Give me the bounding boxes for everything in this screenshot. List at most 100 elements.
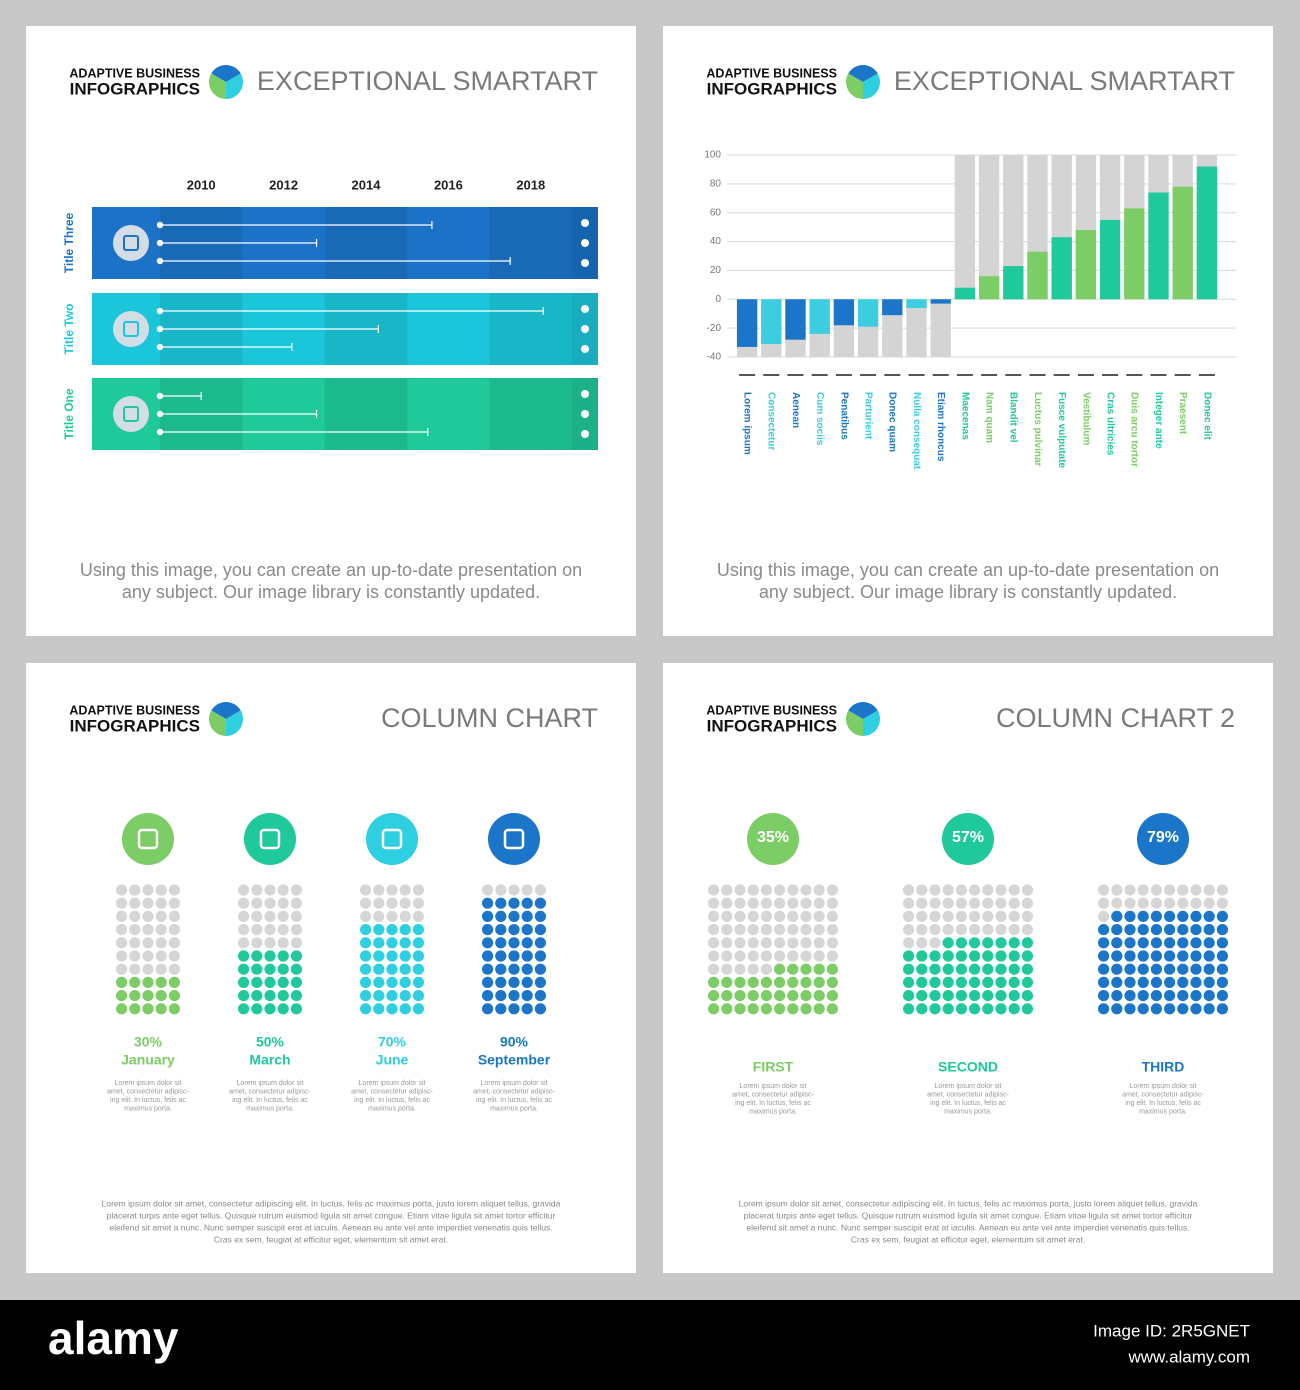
value-label: 50% bbox=[256, 1034, 285, 1050]
waffle-empty bbox=[116, 963, 128, 975]
waffle-dot bbox=[1177, 950, 1189, 962]
waffle-dot bbox=[1203, 976, 1215, 989]
value-label: 35% bbox=[757, 829, 789, 846]
waffle-dot bbox=[495, 924, 507, 936]
side-icon bbox=[581, 345, 589, 353]
waffle-empty bbox=[264, 884, 276, 896]
waffle-empty bbox=[916, 937, 928, 949]
waffle-dot bbox=[774, 990, 786, 1002]
waffle-empty bbox=[412, 884, 424, 896]
bar bbox=[1051, 237, 1072, 300]
waffle-dot bbox=[1216, 910, 1228, 923]
paragraph: Cras ex sem, feugiat at efficitur eget, … bbox=[851, 1234, 1085, 1244]
waffle-empty bbox=[903, 937, 915, 949]
waffle-dot bbox=[482, 963, 494, 975]
waffle-dot bbox=[1150, 963, 1162, 975]
waffle-dot bbox=[1098, 924, 1110, 936]
waffle-dot bbox=[534, 963, 547, 975]
waffle-dot bbox=[760, 1003, 773, 1015]
x-tick-label: Luctus pulvinar bbox=[1032, 392, 1043, 467]
waffle-dot bbox=[482, 924, 494, 936]
badge bbox=[122, 813, 174, 865]
waffle-dot bbox=[1124, 963, 1136, 975]
waffle-dot bbox=[774, 963, 786, 975]
waffle-dot bbox=[982, 963, 994, 975]
waffle-dot bbox=[482, 910, 494, 923]
range-start bbox=[156, 257, 164, 265]
icon-circle bbox=[113, 396, 149, 432]
waffle-dot bbox=[1216, 990, 1228, 1002]
waffle-empty bbox=[826, 884, 839, 896]
waffle-dot bbox=[508, 924, 520, 936]
waffle-empty bbox=[1150, 884, 1162, 896]
waffle-dot bbox=[929, 990, 941, 1002]
waffle-empty bbox=[708, 910, 720, 923]
x-tick-label: Cras ultricies bbox=[1104, 392, 1115, 456]
waffle-dot bbox=[238, 990, 250, 1002]
waffle-dot bbox=[373, 937, 385, 949]
waffle-dot bbox=[787, 990, 799, 1002]
waffle-dot bbox=[1150, 910, 1162, 923]
waffle-dot bbox=[1098, 976, 1110, 989]
waffle-dot bbox=[399, 990, 411, 1002]
waffle-dot bbox=[760, 990, 773, 1002]
waffle-empty bbox=[760, 963, 773, 975]
value-label: 79% bbox=[1147, 829, 1179, 846]
waffle-dot bbox=[495, 897, 507, 909]
waffle-dot bbox=[521, 963, 533, 975]
waffle-dot bbox=[903, 1003, 915, 1015]
range-start bbox=[156, 307, 164, 315]
bar bbox=[1172, 186, 1193, 300]
waffle-empty bbox=[787, 937, 799, 949]
x-tick-label: Donec elit bbox=[1201, 392, 1212, 440]
waffle-dot bbox=[1190, 1003, 1202, 1015]
category-label: September bbox=[478, 1052, 551, 1068]
waffle-dot bbox=[360, 963, 372, 975]
brand-line: INFOGRAPHICS bbox=[70, 79, 200, 98]
waffle-empty bbox=[995, 924, 1007, 936]
waffle-empty bbox=[129, 937, 141, 949]
waffle-empty bbox=[264, 924, 276, 936]
icon-glyph bbox=[123, 406, 139, 422]
waffle-empty bbox=[1008, 910, 1020, 923]
paragraph: Lorem ipsum dolor sit amet, consectetur … bbox=[739, 1198, 1198, 1208]
waffle-dot bbox=[982, 990, 994, 1002]
waffle-dot bbox=[1137, 990, 1149, 1002]
waffle-empty bbox=[929, 937, 941, 949]
category-label: March bbox=[249, 1052, 290, 1068]
waffle-empty bbox=[813, 924, 825, 936]
waffle-empty bbox=[168, 884, 180, 896]
waffle-dot bbox=[1150, 924, 1162, 936]
waffle-dot bbox=[534, 1003, 547, 1015]
waffle-empty bbox=[747, 884, 759, 896]
waffle-dot bbox=[1164, 910, 1176, 923]
waffle-empty bbox=[129, 897, 141, 909]
note: ing elit. In luctus, felis ac bbox=[232, 1097, 308, 1104]
waffle-empty bbox=[238, 884, 250, 896]
waffle-dot bbox=[995, 1003, 1007, 1015]
waffle-dot bbox=[129, 976, 141, 989]
waffle-empty bbox=[1008, 924, 1020, 936]
waffle-dot bbox=[1177, 910, 1189, 923]
waffle-dot bbox=[1164, 963, 1176, 975]
side-icon bbox=[581, 390, 589, 398]
waffle-dot bbox=[955, 990, 968, 1002]
waffle-dot bbox=[1150, 1003, 1162, 1015]
x-tick-label: 2014 bbox=[352, 177, 382, 192]
waffle-empty bbox=[129, 963, 141, 975]
logo-sector bbox=[211, 702, 241, 719]
waffle-dot bbox=[264, 976, 276, 989]
footer-logo: alamy bbox=[48, 1312, 179, 1364]
logo-sector bbox=[209, 73, 226, 99]
value-label: 90% bbox=[500, 1034, 529, 1050]
y-tick-label: -20 bbox=[707, 323, 722, 334]
waffle-dot bbox=[264, 950, 276, 962]
waffle-empty bbox=[482, 884, 494, 896]
note: Lorem ipsum dolor sit bbox=[1130, 1083, 1197, 1090]
waffle-dot bbox=[116, 976, 128, 989]
waffle-dot bbox=[168, 990, 180, 1002]
bar bbox=[761, 299, 782, 345]
waffle-empty bbox=[373, 884, 385, 896]
waffle-dot bbox=[386, 1003, 398, 1015]
waffle-empty bbox=[521, 884, 533, 896]
